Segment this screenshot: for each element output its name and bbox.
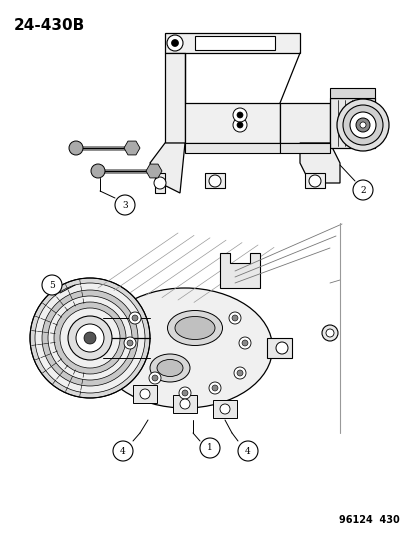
Circle shape [154,177,166,189]
Circle shape [219,404,230,414]
Polygon shape [133,385,157,403]
Polygon shape [329,88,374,98]
Circle shape [60,308,120,368]
Polygon shape [279,103,329,143]
Polygon shape [195,36,274,50]
Circle shape [35,283,145,393]
Circle shape [242,340,247,346]
Circle shape [171,39,178,46]
Polygon shape [204,173,224,188]
Circle shape [54,302,126,374]
Circle shape [48,296,132,380]
Circle shape [275,342,287,354]
Circle shape [238,337,250,349]
Circle shape [233,118,247,132]
Polygon shape [173,395,197,413]
Circle shape [140,389,150,399]
Circle shape [113,441,133,461]
Circle shape [228,312,240,324]
Circle shape [166,35,183,51]
Ellipse shape [157,359,183,376]
Circle shape [91,164,105,178]
Text: 1: 1 [206,443,212,453]
Circle shape [182,390,188,396]
Circle shape [199,438,219,458]
Circle shape [336,99,388,151]
Circle shape [211,385,218,391]
Circle shape [355,118,369,132]
Circle shape [236,370,242,376]
Circle shape [149,372,161,384]
Text: 4: 4 [244,447,250,456]
Circle shape [42,290,138,386]
Polygon shape [150,143,185,193]
Polygon shape [329,98,374,148]
Polygon shape [185,143,279,153]
Circle shape [325,329,333,337]
Polygon shape [146,164,161,178]
Polygon shape [219,253,259,288]
Circle shape [180,399,190,409]
Circle shape [124,337,136,349]
Circle shape [342,105,382,145]
Text: 5: 5 [49,280,55,289]
Circle shape [152,375,158,381]
Circle shape [231,315,237,321]
Circle shape [76,324,104,352]
Circle shape [127,340,133,346]
Circle shape [42,275,62,295]
Circle shape [233,367,245,379]
Circle shape [30,278,150,398]
Text: 2: 2 [359,185,365,195]
Polygon shape [165,33,299,53]
Circle shape [352,180,372,200]
Circle shape [308,175,320,187]
Polygon shape [165,53,185,143]
Circle shape [69,141,83,155]
Text: 4: 4 [120,447,126,456]
Text: 96124  430: 96124 430 [338,515,399,525]
Circle shape [209,382,221,394]
Circle shape [68,316,112,360]
Polygon shape [299,143,339,183]
Circle shape [236,122,242,128]
Ellipse shape [150,354,190,382]
Ellipse shape [167,311,222,345]
Ellipse shape [97,288,272,408]
Circle shape [132,315,138,321]
Polygon shape [124,141,140,155]
Circle shape [321,325,337,341]
Circle shape [84,332,96,344]
Polygon shape [185,103,279,143]
Circle shape [209,175,221,187]
Polygon shape [304,173,324,188]
Circle shape [349,112,375,138]
Polygon shape [266,338,291,358]
Circle shape [233,108,247,122]
Polygon shape [154,173,165,193]
Polygon shape [279,143,329,153]
Text: 24-430B: 24-430B [14,18,85,33]
Circle shape [359,122,365,128]
Circle shape [178,387,190,399]
Circle shape [237,441,257,461]
Ellipse shape [175,317,214,340]
Circle shape [236,112,242,118]
Text: 3: 3 [122,200,128,209]
Polygon shape [212,400,236,418]
Circle shape [115,195,135,215]
Circle shape [129,312,141,324]
